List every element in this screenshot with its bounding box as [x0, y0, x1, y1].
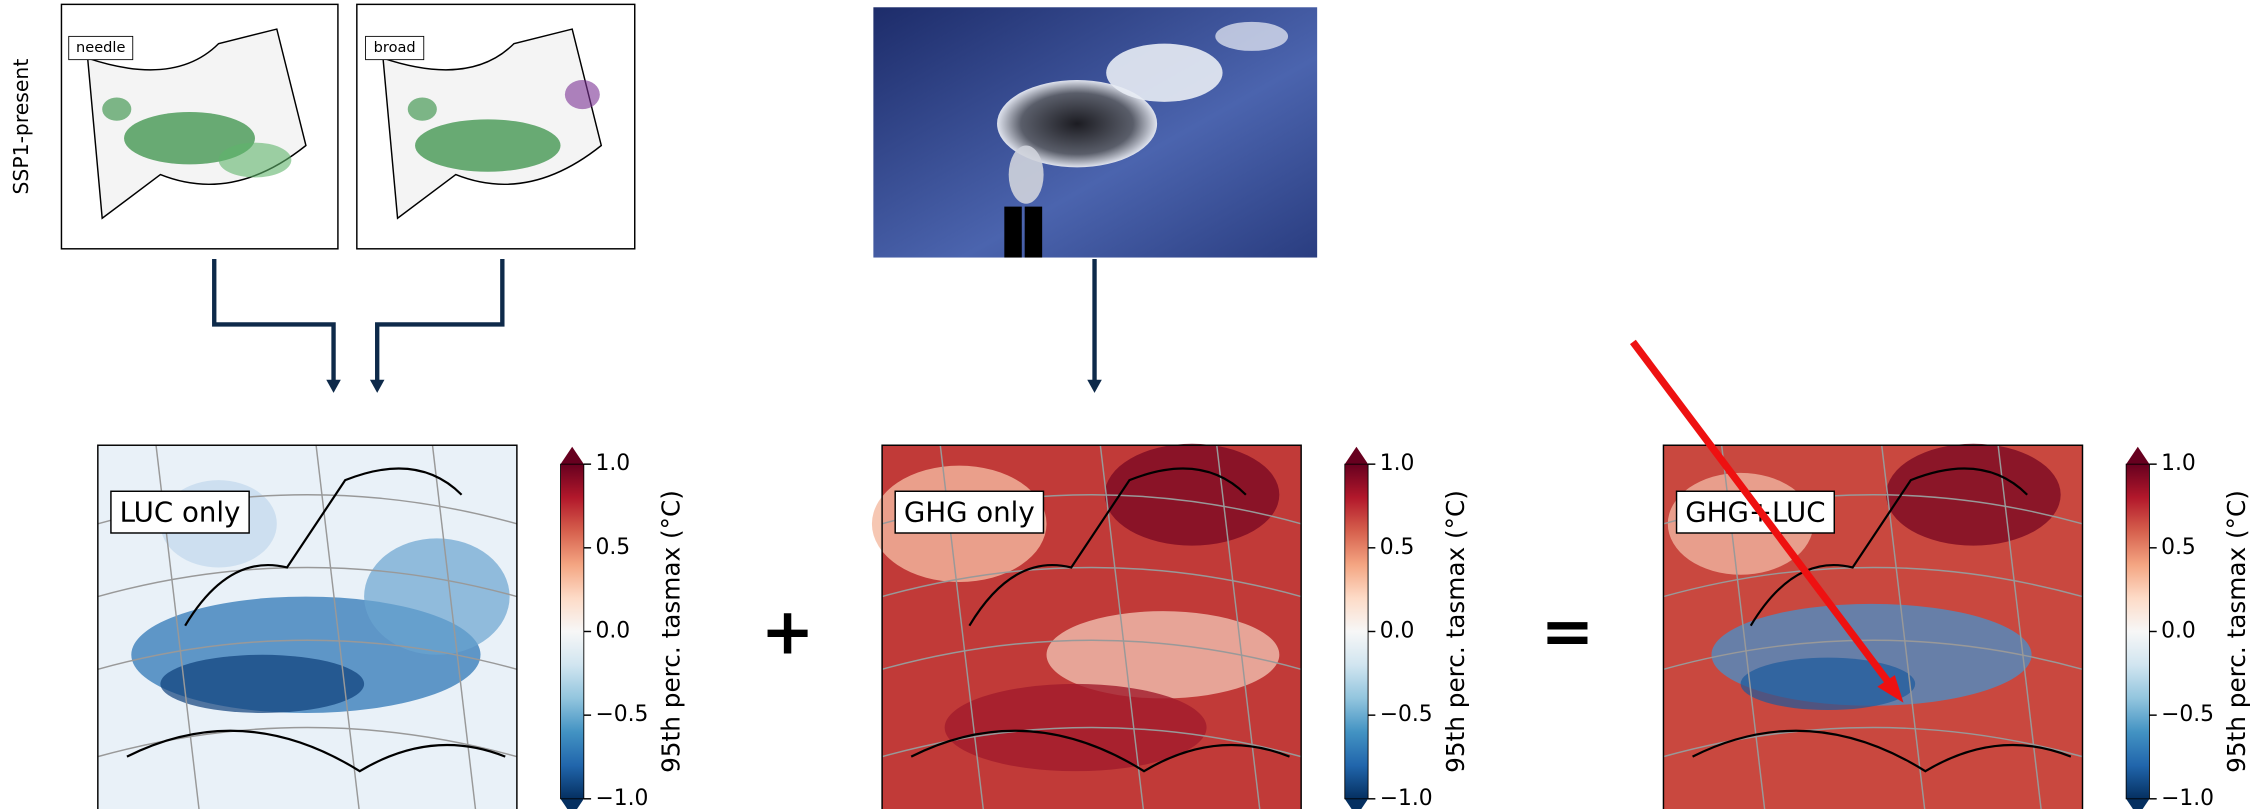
colorbar [1345, 464, 1368, 799]
operator: + [761, 595, 815, 669]
colorbar-tick-label: 0.0 [595, 618, 630, 643]
colorbar-tick-label: −0.5 [595, 702, 648, 727]
colorbar-extend [1345, 799, 1368, 809]
colorbar-tick-label: −1.0 [1380, 786, 1433, 809]
arrowheads [326, 380, 1102, 393]
colorbar-extend [2126, 447, 2149, 464]
colorbar [2126, 464, 2149, 799]
colorbar-label: 95th perc. tasmax (°C) [657, 490, 686, 773]
colorbar-tick-label: 0.0 [2161, 618, 2196, 643]
input-map: needle [61, 4, 337, 248]
result-panel: LUC only 1.0 0.5 0.0 −0.5 −1.0 95th perc. tasm… [98, 445, 686, 809]
emissions-photo [873, 7, 1317, 257]
colorbar-tick-label: 0.0 [1380, 618, 1415, 643]
colorbar-tick-label: 1.0 [1380, 451, 1415, 476]
colorbar-tick-label: −0.5 [1380, 702, 1433, 727]
colorbar-extend [561, 799, 584, 809]
map-region [1886, 444, 2061, 546]
panel-label: LUC only [120, 496, 241, 529]
input-map: broad [357, 4, 635, 248]
map-label: needle [76, 39, 125, 56]
map-region [160, 655, 364, 713]
colorbar-tick-label: 1.0 [2161, 451, 2196, 476]
colorbar-tick-label: −1.0 [595, 786, 648, 809]
colorbar-tick-label: 0.5 [595, 535, 630, 560]
panel-label: GHG only [904, 496, 1035, 529]
colorbar-tick-label: −1.0 [2161, 786, 2214, 809]
colorbar [561, 464, 584, 799]
operator: = [1541, 595, 1595, 669]
map-region [1105, 444, 1280, 546]
colorbar-extend [561, 447, 584, 464]
colorbar-tick-label: 0.5 [1380, 535, 1415, 560]
arrows [214, 259, 1094, 381]
figure: SSP1-present needle broad LUC only 1.0 0.5… [0, 0, 2256, 809]
colorbar-extend [1345, 447, 1368, 464]
colorbar-label: 95th perc. tasmax (°C) [1441, 490, 1470, 773]
map-label: broad [374, 39, 416, 56]
row-label: SSP1-present [9, 59, 33, 195]
map-region [364, 538, 510, 654]
result-panel: GHG only 1.0 0.5 0.0 −0.5 −1.0 95th perc. tasm… [872, 444, 1470, 809]
colorbar-tick-label: 1.0 [595, 451, 630, 476]
colorbar-tick-label: −0.5 [2161, 702, 2214, 727]
colorbar-extend [2126, 799, 2149, 809]
colorbar-label: 95th perc. tasmax (°C) [2222, 490, 2251, 773]
colorbar-tick-label: 0.5 [2161, 535, 2196, 560]
